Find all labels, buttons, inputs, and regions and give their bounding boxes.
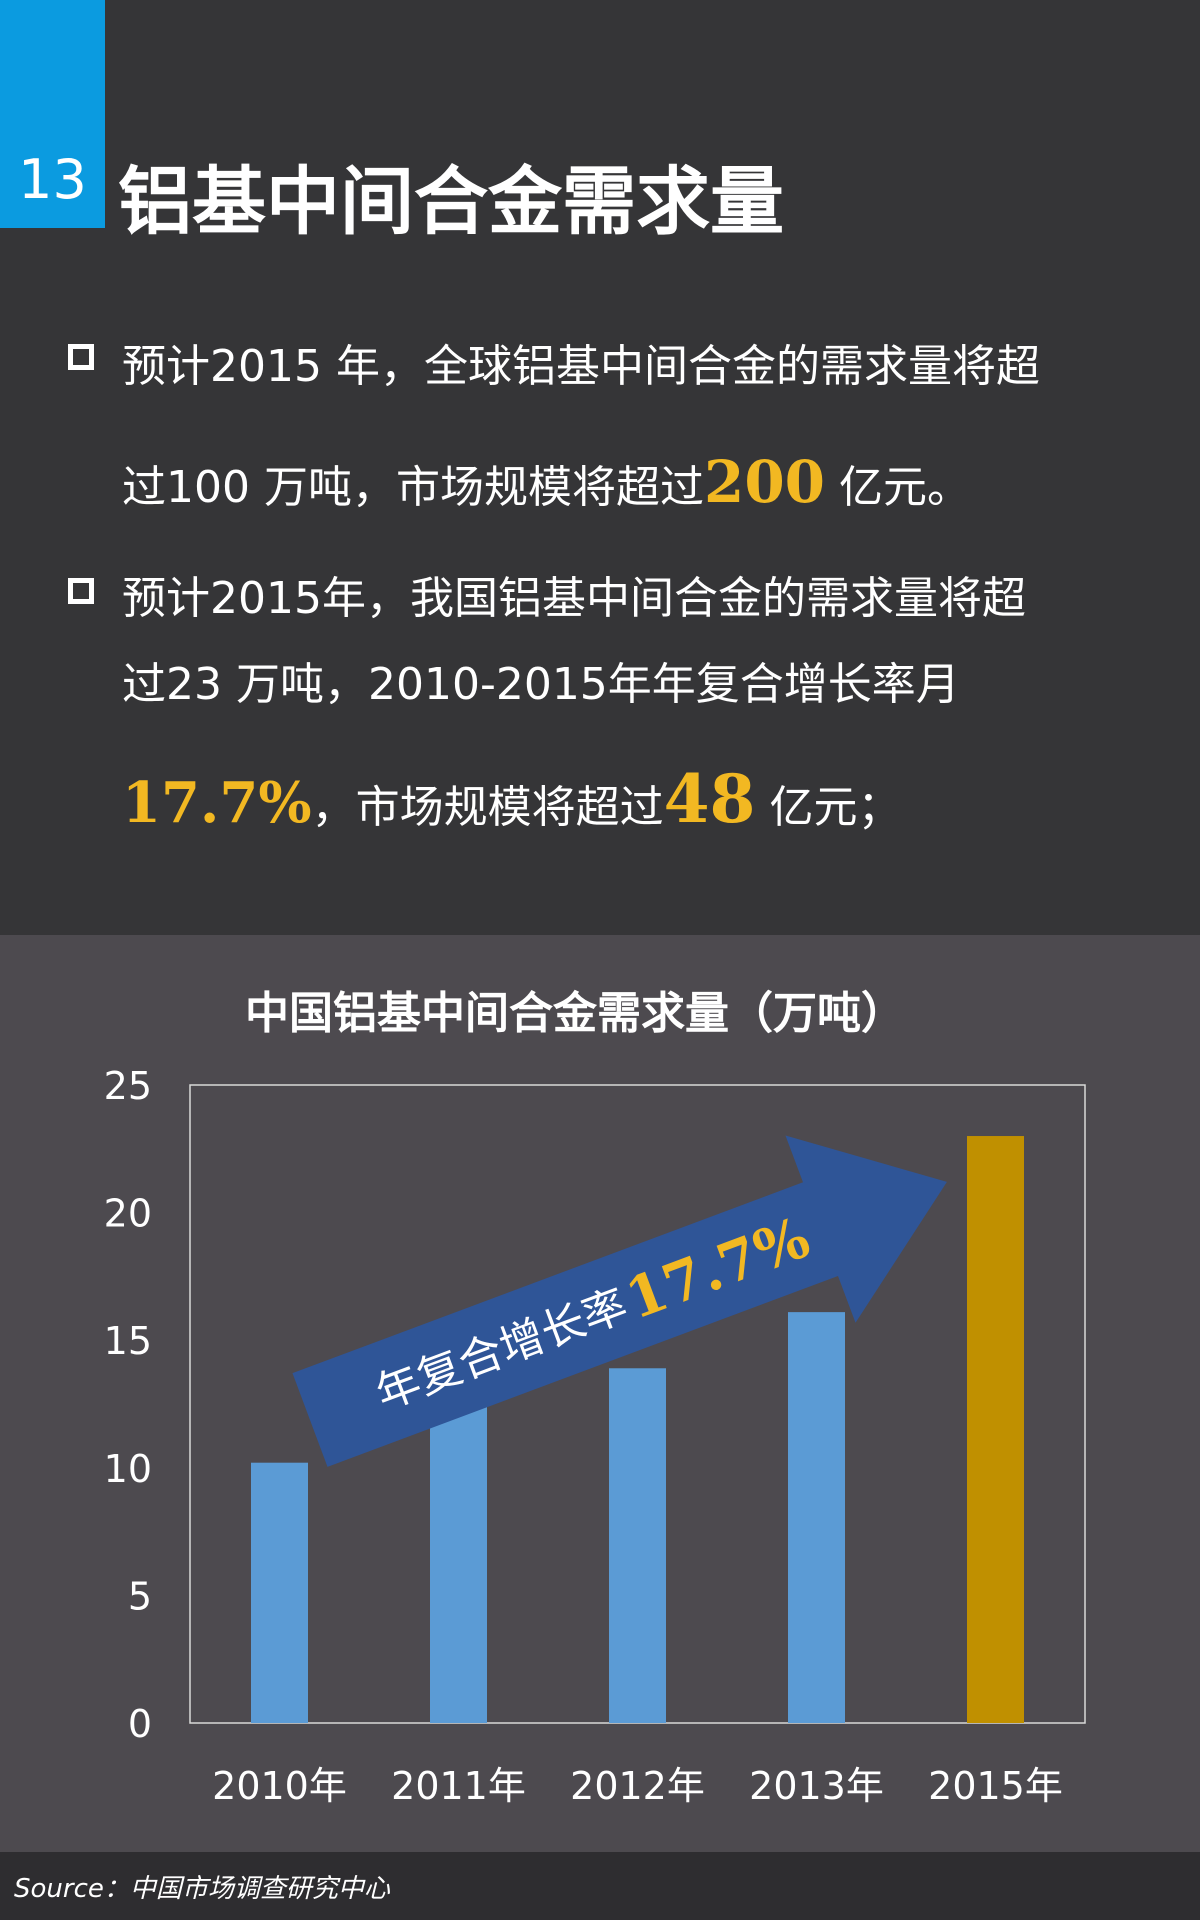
highlight-market-size-china: 48 [663, 760, 756, 838]
y-tick-label: 20 [104, 1192, 152, 1236]
y-tick-label: 0 [128, 1702, 152, 1746]
chart-section: 中国铝基中间合金需求量（万吨） 0 5 10 15 20 25 2010年 2011年 201… [0, 935, 1200, 1852]
x-tick-label: 2015年 [928, 1764, 1063, 1808]
bar-2011年 [430, 1406, 487, 1723]
bars [251, 1136, 1024, 1723]
y-tick-label: 5 [128, 1574, 152, 1618]
y-tick-label: 15 [104, 1319, 152, 1363]
footer: Source：中国市场调查研究中心 [0, 1852, 1200, 1920]
bullet-1-line-2-suffix: 亿元。 [825, 462, 972, 513]
bullet-2-line-3-suffix: 亿元； [755, 782, 902, 833]
x-tick-label: 2013年 [749, 1764, 884, 1808]
bullet-square-icon [68, 344, 94, 370]
chart-title: 中国铝基中间合金需求量（万吨） [245, 988, 905, 1039]
bar-2013年 [788, 1312, 845, 1723]
source-note: Source：中国市场调查研究中心 [14, 1874, 390, 1904]
y-tick-label: 10 [104, 1447, 152, 1491]
y-tick-label: 25 [104, 1064, 152, 1108]
bar-2015年 [967, 1136, 1024, 1723]
highlight-growth-rate: 17.7% [122, 770, 312, 836]
arrow-shape [292, 1135, 947, 1467]
x-tick-label: 2010年 [212, 1764, 347, 1808]
x-axis-ticks: 2010年 2011年 2012年 2013年 2015年 [212, 1764, 1063, 1808]
bullet-1-line-1: 预计2015 年，全球铝基中间合金的需求量将超 [122, 341, 1040, 392]
bullet-2-line-3: 17.7%，市场规模将超过48 亿元； [122, 760, 901, 838]
slide-title: 铝基中间合金需求量 [118, 159, 784, 245]
bullet-square-icon [68, 578, 94, 604]
bullet-2-line-1: 预计2015年，我国铝基中间合金的需求量将超 [122, 573, 1026, 624]
bar-2012年 [609, 1368, 666, 1723]
slide-number: 13 [18, 148, 87, 211]
bullet-2-line-2: 过23 万吨，2010-2015年年复合增长率月 [122, 659, 960, 710]
highlight-market-size-global: 200 [703, 448, 826, 516]
slide-number-badge: 13 [0, 0, 105, 228]
y-axis-ticks: 0 5 10 15 20 25 [104, 1064, 152, 1746]
bullet-1-line-2-text: 过100 万吨，市场规模将超过 [122, 462, 704, 513]
top-section: 13 铝基中间合金需求量 预计2015 年，全球铝基中间合金的需求量将超 过10… [0, 0, 1200, 935]
x-tick-label: 2011年 [391, 1764, 526, 1808]
bullet-1-line-2: 过100 万吨，市场规模将超过200 亿元。 [122, 448, 971, 516]
x-tick-label: 2012年 [570, 1764, 705, 1808]
bar-2010年 [251, 1462, 308, 1723]
bullet-2-line-3-text: ，市场规模将超过 [311, 782, 664, 833]
